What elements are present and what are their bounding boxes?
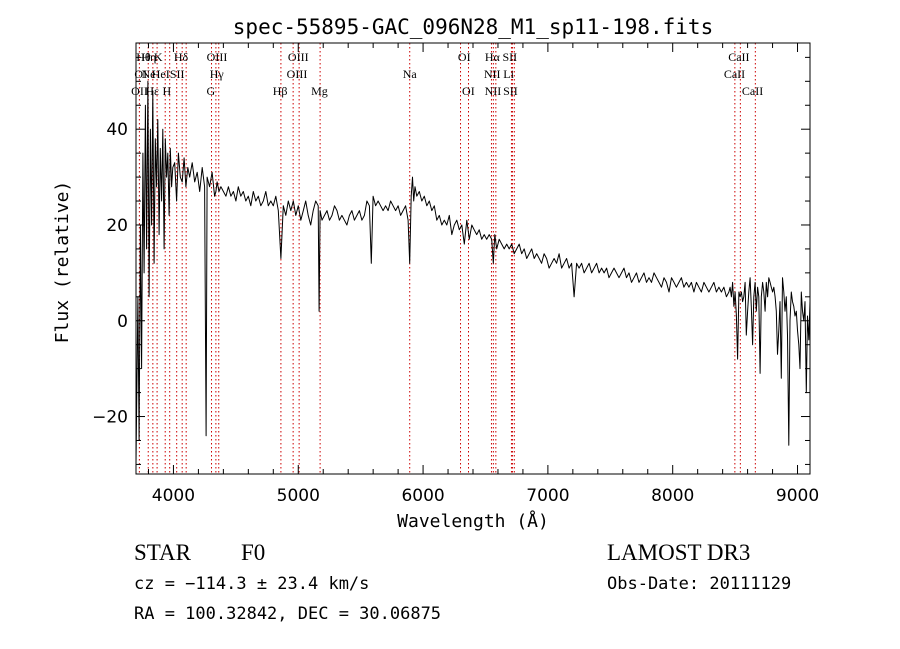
line-label: Na <box>403 67 418 81</box>
line-label: SII <box>502 50 517 64</box>
line-label: CaII <box>724 67 745 81</box>
x-axis-label: Wavelength (Å) <box>397 510 549 532</box>
chart-title: spec-55895-GAC_096N28_M1_sp11-198.fits <box>233 15 713 39</box>
line-label: OIII <box>207 50 228 64</box>
y-tick-label: 0 <box>117 312 128 332</box>
line-label: K <box>154 50 163 64</box>
y-tick-label: 20 <box>106 216 128 236</box>
line-label: Li <box>503 67 514 81</box>
line-label: OIII <box>288 50 309 64</box>
spectrum-layer <box>135 80 811 465</box>
line-label: NII <box>484 67 501 81</box>
x-tick-label: 8000 <box>651 486 694 506</box>
x-tick-label: 7000 <box>526 486 569 506</box>
line-label: Hδ <box>174 50 189 64</box>
line-label: NII <box>485 84 502 98</box>
line-label: OI <box>462 84 475 98</box>
x-tick-label: 9000 <box>776 486 819 506</box>
line-label: CaII <box>728 50 749 64</box>
x-tick-label: 5000 <box>277 486 320 506</box>
line-marker-layer <box>138 43 756 474</box>
line-label: SII <box>503 84 518 98</box>
line-label: Hα <box>485 50 501 64</box>
spectrum-line <box>135 80 811 465</box>
y-tick-label: 40 <box>106 120 128 140</box>
coordinates: RA = 100.32842, DEC = 30.06875 <box>134 604 442 624</box>
line-label: Hγ <box>210 67 225 81</box>
line-label: Mg <box>311 84 328 98</box>
survey-name: LAMOST DR3 <box>607 540 751 565</box>
y-axis-label: Flux (relative) <box>52 181 73 344</box>
line-label: Hε <box>145 84 159 98</box>
line-label: HeI <box>152 67 170 81</box>
line-label: Ne <box>141 67 155 81</box>
line-label: OI <box>134 67 147 81</box>
line-label: G <box>207 84 216 98</box>
line-label: H <box>162 84 171 98</box>
line-label: SII <box>170 67 185 81</box>
line-label: CaII <box>742 84 763 98</box>
line-label: Hη <box>141 50 156 64</box>
axis-ticks: 4000 5000 6000 7000 8000 9000 −20 0 20 40 <box>92 43 819 506</box>
redshift-cz: cz = −114.3 ± 23.4 km/s <box>134 574 370 594</box>
y-tick-label: −20 <box>92 408 128 428</box>
x-tick-label: 4000 <box>152 486 195 506</box>
line-label: OII <box>131 84 148 98</box>
object-class: STAR <box>134 540 191 565</box>
line-label: Hβ <box>273 84 288 98</box>
line-label: OI <box>458 50 471 64</box>
obs-date: Obs-Date: 20111129 <box>607 574 792 594</box>
object-subclass: F0 <box>241 540 266 565</box>
plot-frame <box>135 42 811 475</box>
x-tick-label: 6000 <box>401 486 444 506</box>
line-label: Hθ <box>136 50 151 64</box>
line-label: OIII <box>287 67 308 81</box>
